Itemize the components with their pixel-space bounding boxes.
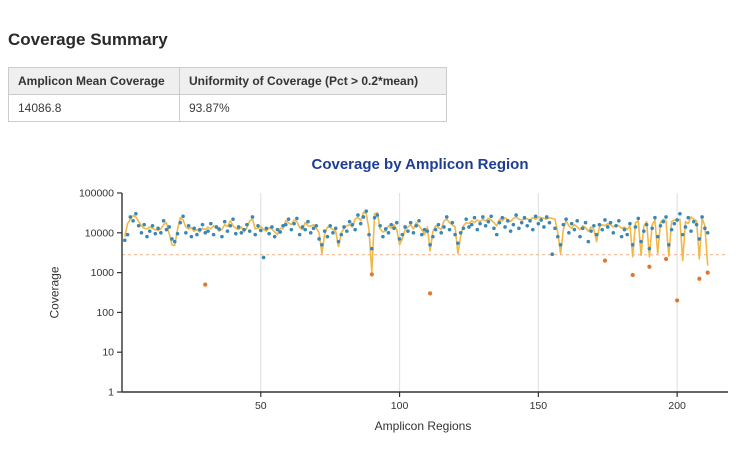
svg-text:200: 200 — [668, 400, 686, 412]
coverage-summary-table: Amplicon Mean Coverage Uniformity of Cov… — [8, 67, 447, 122]
coverage-chart-svg: 1 10 100 1000 10000 100000 50 100 150 200 — [79, 188, 728, 412]
x-axis-title: Amplicon Regions — [374, 419, 472, 433]
column-header-amplicon-mean-coverage: Amplicon Mean Coverage — [8, 67, 180, 95]
uniformity-of-coverage-value: 93.87% — [179, 94, 447, 122]
svg-text:150: 150 — [530, 400, 548, 412]
svg-text:1: 1 — [108, 387, 114, 399]
svg-text:50: 50 — [255, 400, 267, 412]
svg-text:10000: 10000 — [85, 227, 114, 239]
table-header-row: Amplicon Mean Coverage Uniformity of Cov… — [8, 67, 447, 95]
chart-title: Coverage by Amplicon Region — [311, 156, 529, 173]
svg-text:10: 10 — [102, 347, 114, 359]
svg-text:100: 100 — [96, 307, 114, 319]
svg-text:100: 100 — [391, 400, 409, 412]
amplicon-mean-coverage-value: 14086.8 — [8, 94, 180, 122]
table-row: 14086.8 93.87% — [8, 94, 447, 122]
svg-text:100000: 100000 — [79, 188, 114, 200]
svg-text:1000: 1000 — [91, 267, 115, 279]
column-header-uniformity-of-coverage: Uniformity of Coverage (Pct > 0.2*mean) — [179, 67, 447, 95]
page-title: Coverage Summary — [8, 30, 168, 49]
